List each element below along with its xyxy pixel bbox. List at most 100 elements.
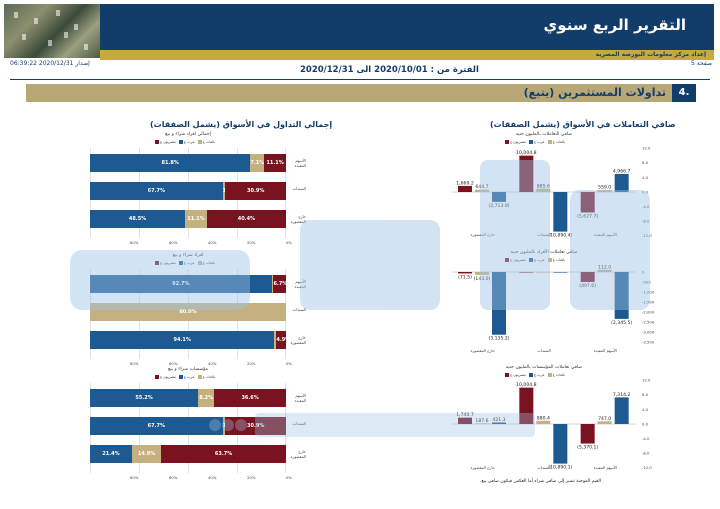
y-axis-tick-label: 8.0 [642, 160, 649, 165]
net-chart-title: صافي تعاملات المؤسسات بالمليون جنيه [505, 365, 583, 370]
legend-swatch [547, 373, 552, 377]
axis-tick-label: 40% [208, 361, 217, 366]
axis-tick-label: 60% [169, 475, 178, 480]
y-axis-tick-label: -4.0 [642, 204, 650, 209]
legend-swatch [178, 140, 183, 144]
bar-segment-red: 30.9% [225, 417, 286, 435]
header-band: التقرير الربع سنوي [100, 4, 714, 50]
category-label: الأسهم المقيدة [294, 279, 306, 289]
stacked-bar: 0.0%80.0% [90, 303, 286, 321]
category-label: خارج المقصورة [290, 214, 306, 224]
y-axis-tick-label: -2,500 [642, 319, 655, 324]
axis-tick-label: 40% [208, 475, 217, 480]
net-bar-red [580, 192, 595, 213]
category-label: خارج المقصورة [290, 449, 306, 459]
net-bar-blue [553, 272, 568, 273]
net-bar-value-label: (3,135.2) [488, 336, 509, 342]
bar-segment-tan: 14.9% [131, 445, 162, 463]
category-label: خارج المقصورة [470, 232, 495, 237]
issue-date: إصدار 2020/12/31 06:39:22 [10, 60, 90, 67]
net-chart-legend: بائعات ع عرب ع مصريون ع [502, 258, 565, 262]
net-bar-red [519, 155, 534, 192]
bar-segment-tan [274, 331, 277, 349]
axis-tick-label: 20% [247, 475, 256, 480]
y-axis-tick-label: -12.0 [642, 233, 652, 238]
bar-segment-tan: 80.0% [90, 303, 286, 321]
legend-swatch [155, 261, 159, 265]
stacked-bar: 48.5% 11.1% 40.4% [90, 210, 286, 228]
bar-segment-tan: 8.2% [198, 389, 215, 407]
category-label: خارج المقصورة [290, 335, 306, 345]
stacked-chart-legend: بائعات ع عرب ع مصريون ع [152, 375, 215, 379]
legend-label: عرب ع [533, 258, 545, 262]
legend-swatch [155, 375, 159, 379]
net-bar-value-label: (2,345.5) [611, 320, 632, 326]
net-bar-blue [553, 192, 568, 232]
bar-segment-red: 11.1% [264, 154, 286, 172]
stacked-chart-title: إجمالي افراد شراء و بيع [165, 132, 211, 137]
axis-tick-label: 60% [169, 361, 178, 366]
net-bar-value-label: (143.0) [474, 276, 491, 282]
net-bar-value-label: 187.6 [475, 418, 488, 424]
stacked-bar: 81.8% 7.1% 11.1% [90, 154, 286, 172]
net-bar-tan [597, 269, 612, 272]
net-bar-value-label: 4,966.7 [613, 168, 631, 174]
bar-segment-blue: 55.2% [90, 389, 199, 407]
net-bar-tan [597, 189, 612, 192]
category-label: الأسهم المقيدة [294, 393, 306, 403]
legend-swatch [178, 375, 183, 379]
section-number: 4. [672, 84, 696, 102]
axis-tick-label: 0% [286, 240, 293, 245]
bar-segment-blue: 92.7% [90, 275, 272, 293]
net-chart-title: صافي التعاملات بالمليون جنيه [515, 132, 573, 137]
category-label: خارج المقصورة [470, 465, 495, 470]
legend-label: مصريون ع [510, 140, 526, 144]
legend-label: عرب ع [183, 261, 195, 265]
net-bar-tan [536, 272, 551, 273]
axis-tick-label: 80% [130, 475, 139, 480]
net-bar-red [458, 272, 472, 274]
bar-segment-tan: 11.1% [185, 210, 207, 228]
report-subtitle: إعداد مركز معلومات البورصة المصرية [595, 51, 706, 58]
stacked-bar: 67.7%1.%30.9% [90, 417, 286, 435]
category-label: السندات [292, 421, 306, 426]
bar-segment-tan [271, 275, 274, 293]
bar-segment-blue: 48.5% [90, 210, 186, 228]
net-bar-value-label: (5,627.7) [577, 213, 598, 219]
bar-segment-red: 40.4% [206, 210, 286, 228]
net-bar-tan [475, 189, 489, 192]
net-bar-value-label: 421.3 [492, 417, 505, 423]
stacked-bar: 55.2% 8.2% 36.6% [90, 389, 286, 407]
legend-swatch [528, 140, 533, 144]
net-bar-value-label: 10,004.8 [516, 150, 537, 156]
legend-swatch [547, 140, 552, 144]
section-title: تداولات المستثمرين (يتبع) [523, 86, 666, 99]
legend-label: بائعات ع [552, 140, 566, 144]
report-header: التقرير الربع سنوي إعداد مركز معلومات ال… [0, 4, 720, 60]
category-label: الأسهم المقيدة [294, 158, 306, 168]
bar-segment-tan: 7.1% [250, 154, 265, 172]
stacked-bar: 92.7% 6.7% [90, 275, 287, 293]
y-axis-tick-label: 0.0 [642, 421, 649, 426]
stacked-chart-legend: بائعات ع عرب ع مصريون ع [152, 140, 215, 144]
category-label: الأسهم المقيدة [594, 465, 617, 470]
axis-tick-label: 60% [169, 240, 178, 245]
y-axis-tick-label: 4.0 [642, 407, 649, 412]
legend-label: بائعات ع [202, 375, 216, 379]
legend-label: عرب ع [183, 140, 195, 144]
category-label: السندات [537, 348, 550, 353]
header-photo [4, 4, 100, 58]
axis-tick-label: 20% [247, 240, 256, 245]
net-bar-value-label: 1,740.7 [456, 412, 474, 418]
category-label: السندات [537, 232, 550, 237]
legend-label: بائعات ع [202, 261, 216, 265]
net-bar-red [580, 272, 595, 282]
legend-swatch [155, 140, 159, 144]
bar-segment-blue: 21.4% [90, 445, 132, 463]
bar-segment-red: 63.7% [161, 445, 286, 463]
net-bar-blue [614, 272, 629, 319]
section-bar: 4. تداولات المستثمرين (يتبع) [26, 84, 696, 102]
legend-label: مصريون ع [160, 261, 176, 265]
stacked-chart-legend: بائعات ع عرب ع مصريون ع [152, 261, 215, 265]
net-bar-value-label: 880.4 [537, 415, 550, 421]
